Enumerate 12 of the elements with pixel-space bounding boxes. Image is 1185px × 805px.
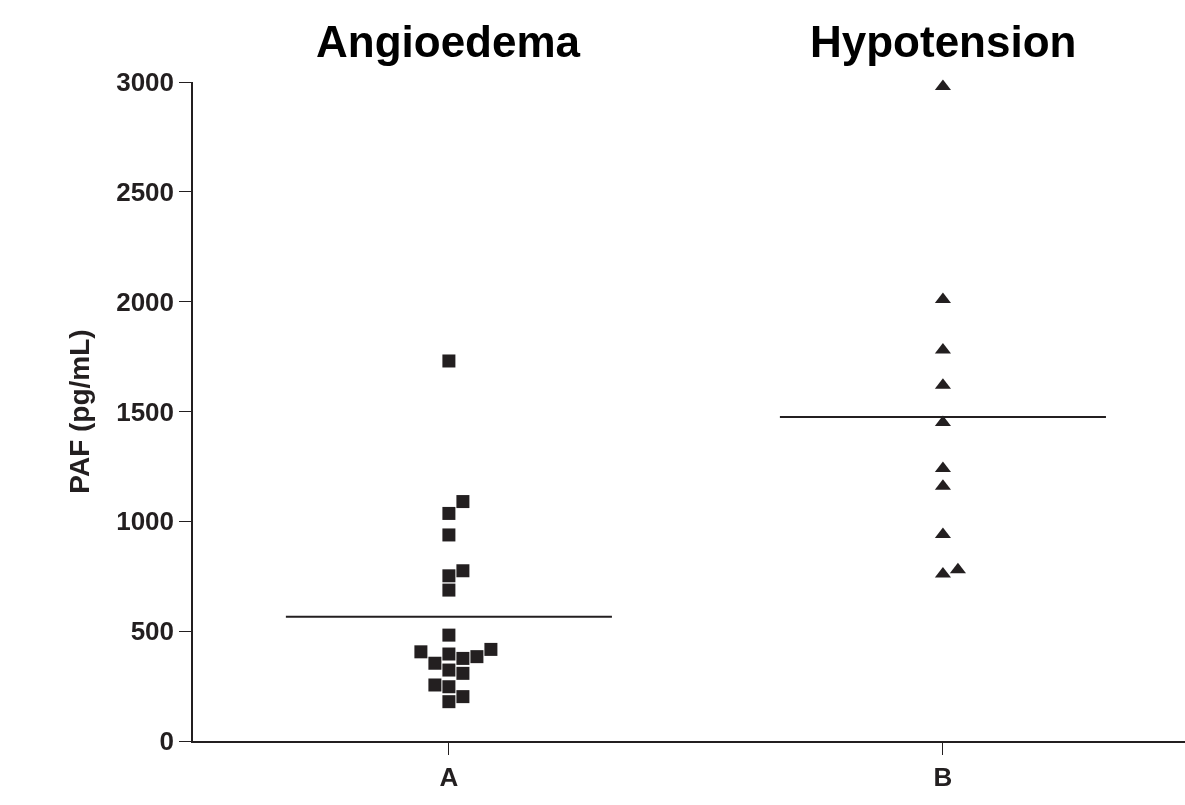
- text: Angioedema: [316, 17, 581, 66]
- y-tick-label: 1500: [116, 396, 175, 427]
- text: Hypotension: [810, 17, 1077, 66]
- y-tick-label: 500: [130, 616, 175, 647]
- y-tick-label: 3000: [116, 67, 175, 98]
- x-tick-label: B: [933, 761, 953, 792]
- y-tick-label: 0: [159, 726, 175, 757]
- x-tick-label: A: [439, 761, 459, 792]
- y-tick-label: 2500: [116, 176, 175, 207]
- y-tick-label: 1000: [116, 506, 175, 537]
- y-axis-title: PAF (pg/mL): [64, 329, 96, 494]
- y-tick-label: 2000: [116, 286, 175, 317]
